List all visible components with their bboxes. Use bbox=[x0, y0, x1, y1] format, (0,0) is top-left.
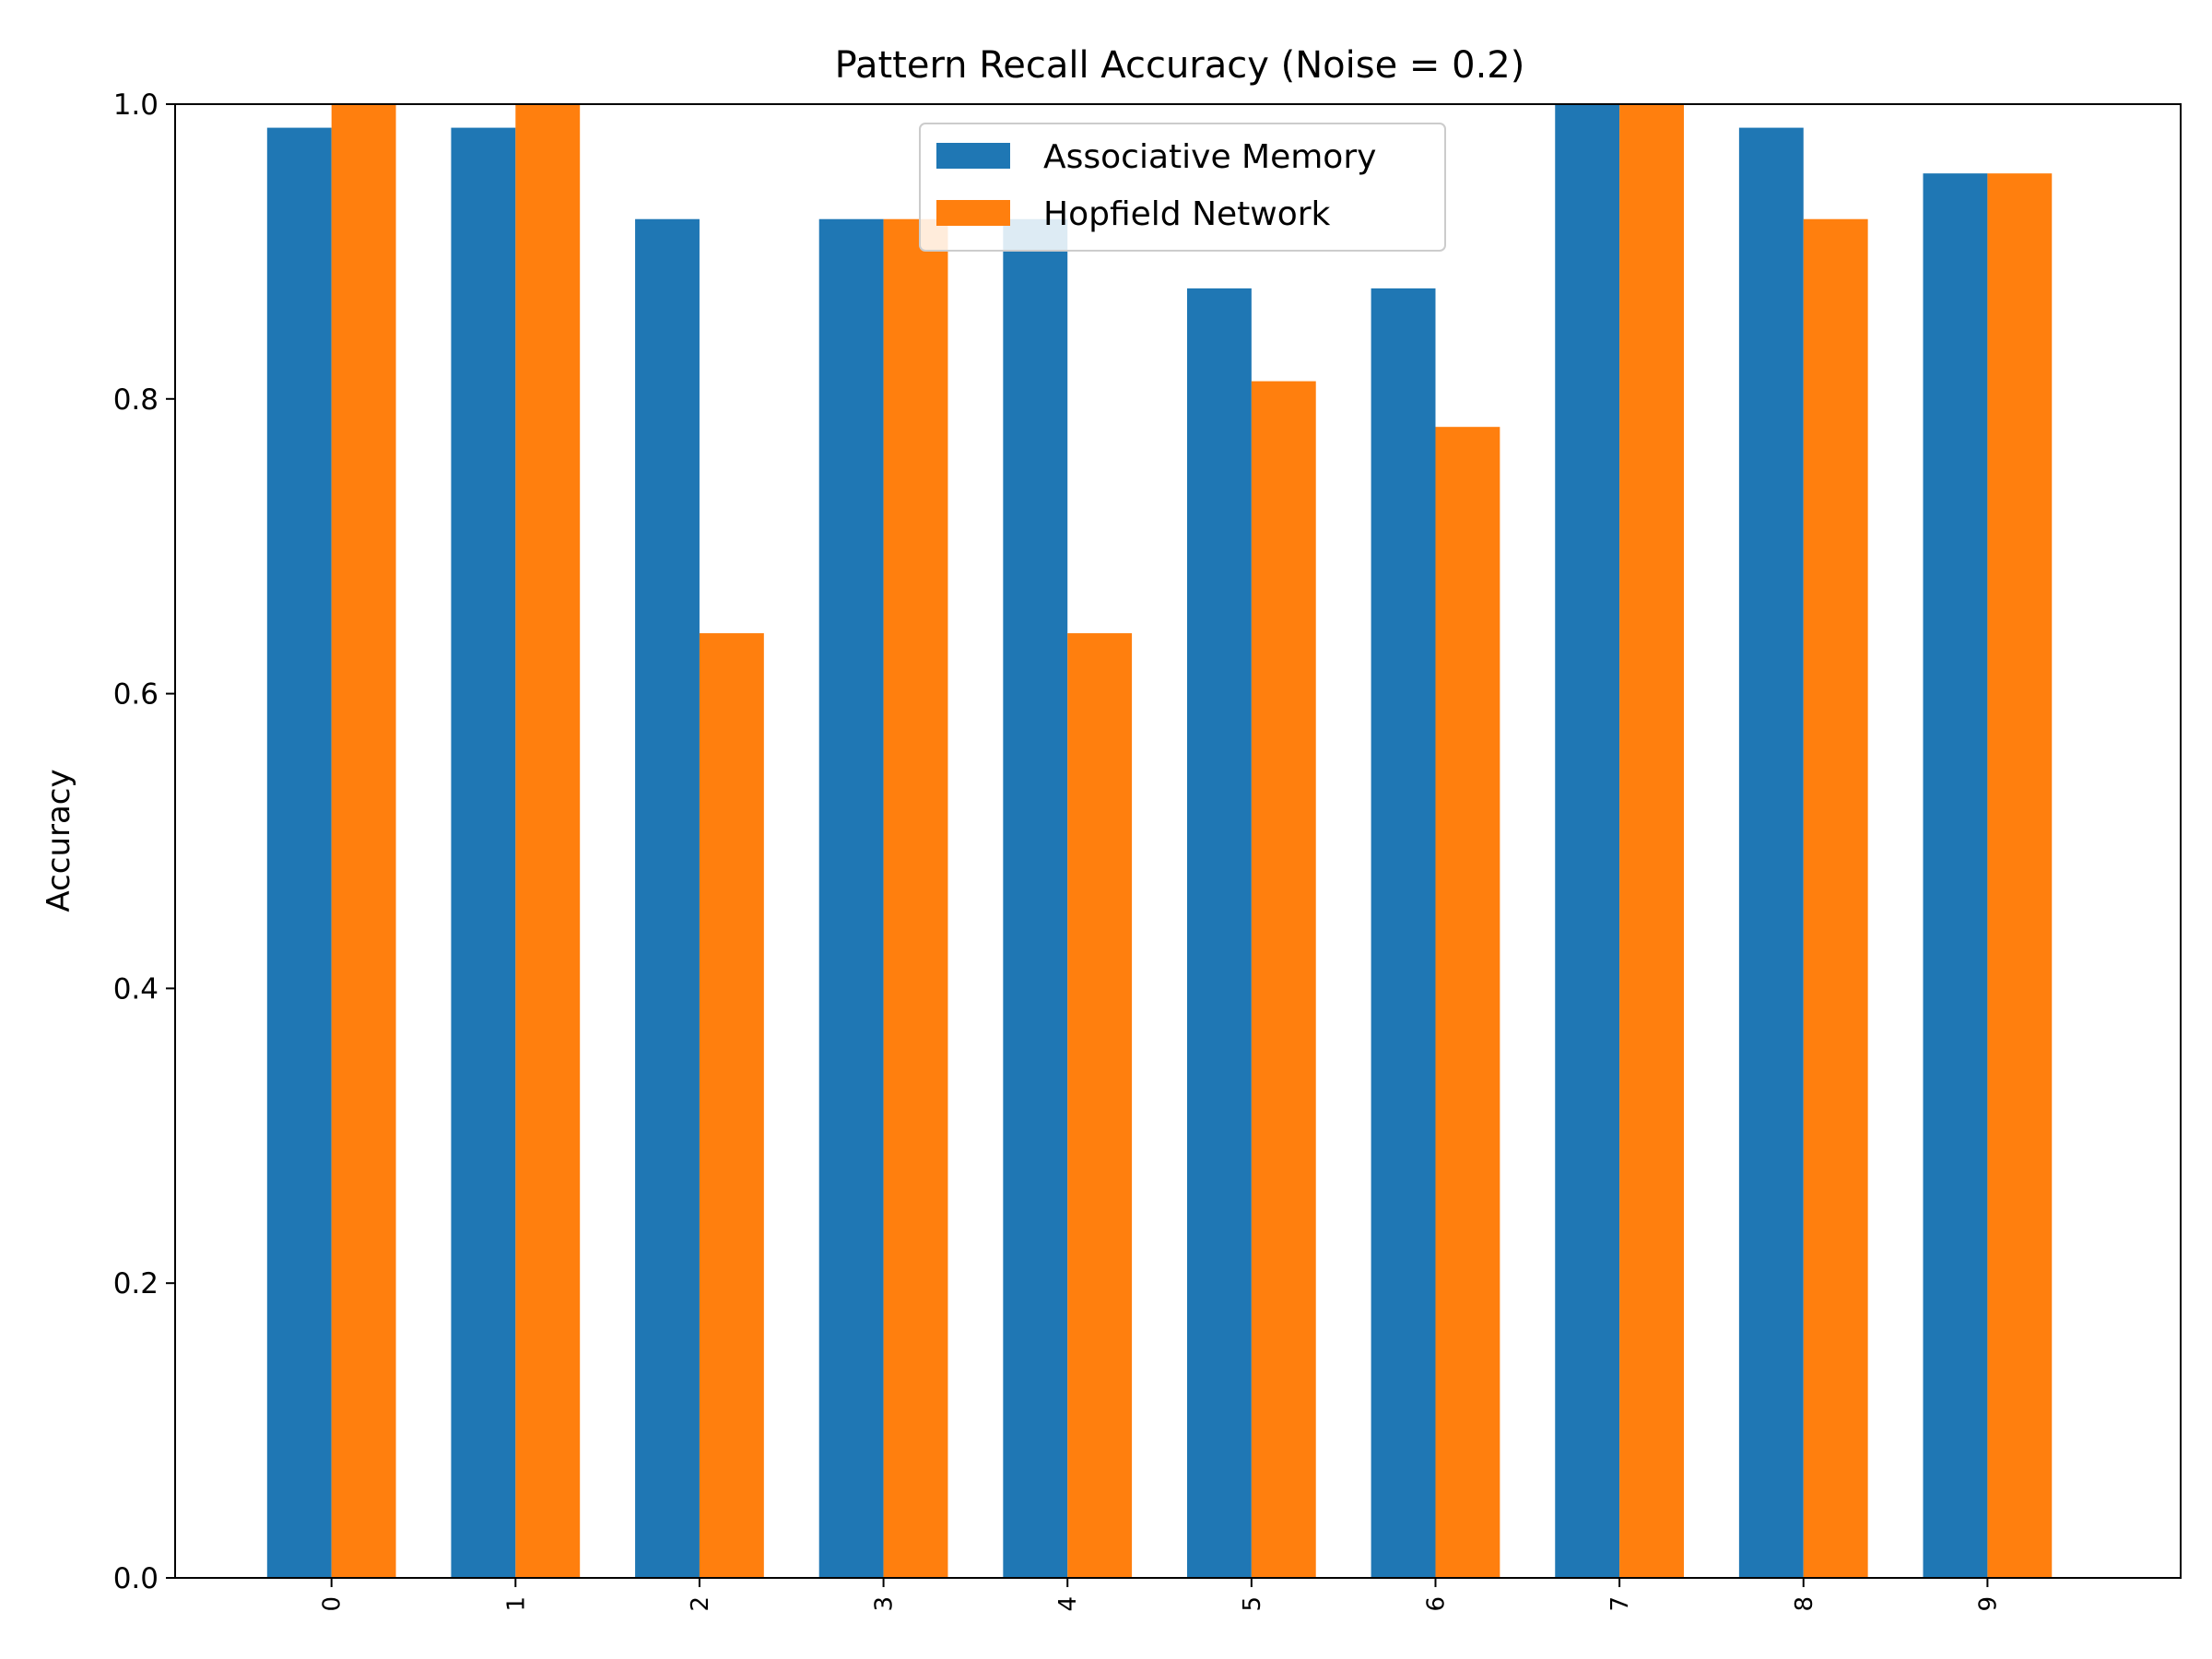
axes-layer: 0.0 0.2 0.4 0.6 0.8 1.0 0 1 2 3 4 5 6 7 8 9 bbox=[113, 88, 2182, 1612]
bar-associative-memory-0 bbox=[266, 127, 332, 1579]
bar-hopfield-network-3 bbox=[883, 218, 948, 1578]
legend-box bbox=[919, 123, 1446, 252]
x-tick-label: 8 bbox=[1791, 1596, 1818, 1612]
bar-associative-memory-8 bbox=[1738, 127, 1804, 1579]
bar-hopfield-network-2 bbox=[699, 633, 764, 1578]
bar-associative-memory-7 bbox=[1555, 104, 1620, 1578]
x-tick-label: 2 bbox=[687, 1596, 714, 1612]
x-tick-label: 7 bbox=[1606, 1596, 1634, 1612]
bar-associative-memory-1 bbox=[451, 127, 516, 1579]
bar-associative-memory-3 bbox=[818, 218, 884, 1578]
x-tick-label: 6 bbox=[1422, 1596, 1450, 1612]
legend-swatch bbox=[936, 200, 1010, 226]
legend-label: Hopfield Network bbox=[1043, 195, 1331, 233]
bar-associative-memory-5 bbox=[1186, 288, 1252, 1578]
legend-label: Associative Memory bbox=[1043, 138, 1376, 176]
y-tick-label: 0.0 bbox=[113, 1562, 159, 1595]
bar-hopfield-network-6 bbox=[1435, 427, 1500, 1578]
legend: Associative Memory Hopfield Network bbox=[919, 123, 1446, 252]
bar-hopfield-network-7 bbox=[1619, 104, 1684, 1578]
x-tick-label: 4 bbox=[1054, 1596, 1082, 1612]
bar-hopfield-network-4 bbox=[1067, 633, 1133, 1578]
plot-frame bbox=[174, 103, 2182, 1579]
x-tick-label: 1 bbox=[502, 1596, 530, 1612]
y-tick-label: 0.4 bbox=[113, 972, 159, 1006]
y-tick-label: 0.6 bbox=[113, 678, 159, 712]
x-tick-label: 5 bbox=[1239, 1596, 1266, 1612]
x-tick-label: 0 bbox=[319, 1596, 347, 1612]
x-tick-label: 9 bbox=[1974, 1596, 2002, 1612]
bar-associative-memory-4 bbox=[1003, 218, 1068, 1578]
chart-title: Pattern Recall Accuracy (Noise = 0.2) bbox=[835, 44, 1525, 87]
legend-swatch bbox=[936, 143, 1010, 169]
y-tick-label: 0.8 bbox=[113, 383, 159, 417]
bars-layer bbox=[266, 104, 2053, 1579]
bar-hopfield-network-8 bbox=[1803, 218, 1868, 1578]
bar-associative-memory-6 bbox=[1371, 288, 1436, 1578]
bar-hopfield-network-5 bbox=[1251, 381, 1316, 1578]
bar-associative-memory-2 bbox=[635, 218, 700, 1578]
y-axis-label: Accuracy bbox=[41, 769, 77, 912]
x-tick-label: 3 bbox=[871, 1596, 899, 1612]
y-tick-label: 0.2 bbox=[113, 1267, 159, 1300]
bar-hopfield-network-9 bbox=[1987, 173, 2053, 1579]
bar-associative-memory-9 bbox=[1923, 173, 1988, 1579]
y-tick-label: 1.0 bbox=[113, 88, 159, 122]
bar-hopfield-network-0 bbox=[331, 104, 396, 1578]
bar-hopfield-network-1 bbox=[515, 104, 581, 1578]
